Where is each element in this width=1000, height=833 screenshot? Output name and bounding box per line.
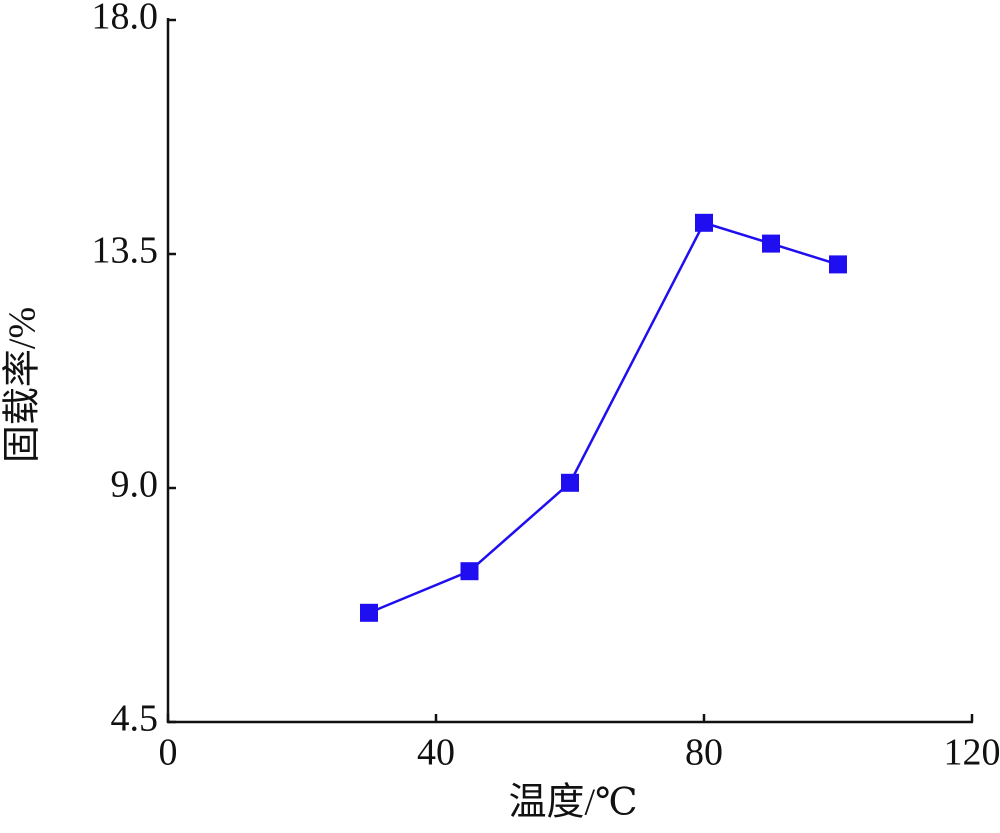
y-axis-label: 固载率/%: [2, 307, 44, 463]
data-point: [695, 213, 713, 232]
y-tick-label: 4.5: [111, 698, 159, 740]
data-point: [460, 562, 479, 581]
data-line: [368, 221, 839, 614]
x-axis-label: 温度/℃: [508, 782, 637, 824]
y-tick-label: 9.0: [111, 464, 159, 506]
y-tick-label: 13.5: [92, 230, 159, 272]
data-point: [360, 603, 378, 622]
data-point: [762, 234, 780, 253]
x-tick-label: 0: [159, 732, 178, 774]
data-point: [829, 255, 847, 274]
x-tick-label: 120: [944, 732, 1000, 774]
y-tick-label: 18.0: [92, 0, 159, 38]
x-tick-label: 80: [685, 732, 723, 774]
data-point: [561, 473, 579, 492]
x-tick-label: 40: [417, 732, 455, 774]
